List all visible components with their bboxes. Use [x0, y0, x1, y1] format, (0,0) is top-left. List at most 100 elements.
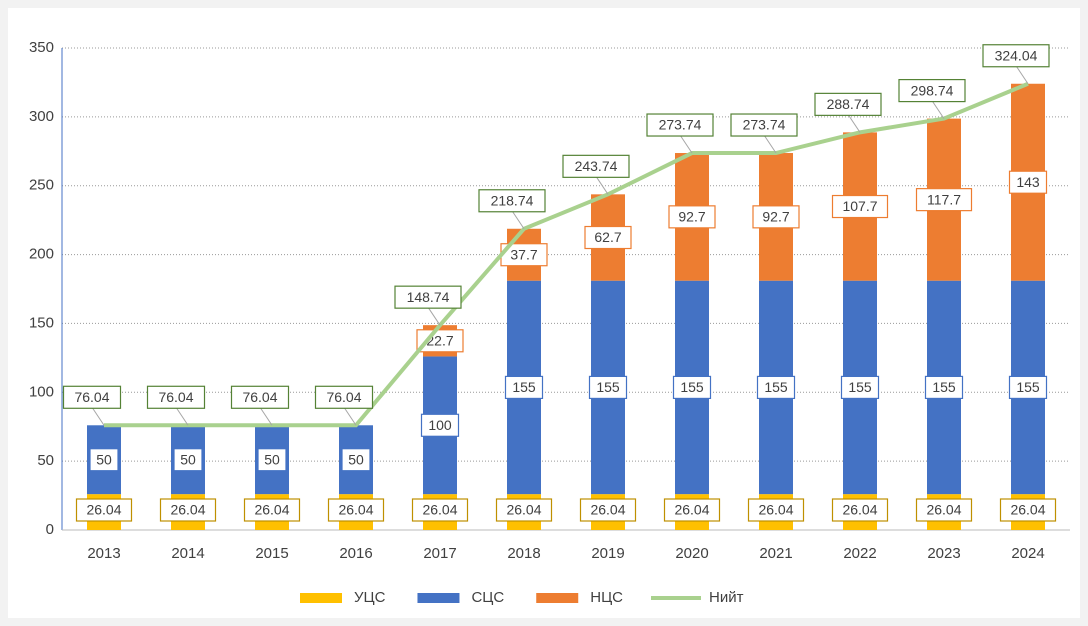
legend-label: УЦС [354, 589, 386, 606]
x-tick-label: 2020 [675, 545, 708, 562]
leader-line [427, 306, 441, 326]
x-tick-label: 2018 [507, 545, 540, 562]
leader-line [679, 134, 693, 154]
legend-swatch [300, 593, 342, 603]
data-label: 37.7 [510, 246, 537, 262]
y-tick-label: 0 [46, 521, 54, 538]
data-label-box [314, 385, 374, 409]
data-label-box [999, 498, 1057, 522]
data-label-box [584, 225, 632, 250]
legend-swatch [536, 593, 579, 603]
data-label: 76.04 [74, 389, 109, 405]
data-label: 26.04 [254, 502, 289, 518]
data-label: 26.04 [170, 502, 205, 518]
data-label-box [420, 413, 460, 437]
data-label: 26.04 [590, 502, 625, 518]
x-tick-label: 2024 [1011, 545, 1044, 562]
data-label-box [75, 498, 133, 522]
y-tick-label: 200 [29, 246, 54, 263]
data-label-box [230, 385, 290, 409]
data-label: 26.04 [842, 502, 877, 518]
data-label-box [915, 498, 973, 522]
data-label: 324.04 [995, 47, 1038, 63]
data-label-box [982, 44, 1050, 68]
data-label-box [341, 448, 371, 472]
y-tick-label: 100 [29, 383, 54, 400]
x-tick-label: 2016 [339, 545, 372, 562]
data-label-box [924, 375, 964, 400]
leader-line [847, 114, 861, 133]
y-tick-label: 50 [37, 452, 54, 469]
legend-label: НЦС [590, 589, 623, 606]
data-label: 298.74 [911, 82, 954, 98]
x-tick-label: 2019 [591, 545, 624, 562]
legend-label: СЦС [471, 589, 504, 606]
data-label-box [756, 375, 796, 400]
data-label: 26.04 [506, 502, 541, 518]
x-tick-label: 2022 [843, 545, 876, 562]
data-label: 76.04 [158, 389, 193, 405]
data-label-box [159, 498, 217, 522]
leader-line [1015, 65, 1029, 85]
leader-line [595, 176, 609, 195]
data-label-box [478, 189, 546, 213]
data-label-box [1008, 375, 1048, 400]
data-label-box [730, 113, 798, 137]
data-label: 155 [680, 379, 704, 395]
data-label: 26.04 [926, 502, 961, 518]
data-label-box [672, 375, 712, 400]
data-label: 26.04 [1010, 502, 1045, 518]
data-label: 273.74 [743, 117, 786, 133]
data-label-box [416, 329, 464, 353]
data-label: 243.74 [575, 158, 618, 174]
data-label-box [394, 285, 462, 309]
data-label: 26.04 [674, 502, 709, 518]
data-label-box [588, 375, 628, 400]
data-label: 155 [1016, 379, 1040, 395]
leader-line [259, 407, 273, 426]
data-label-box [257, 448, 287, 472]
y-tick-label: 300 [29, 108, 54, 125]
y-tick-label: 350 [29, 39, 54, 56]
x-tick-label: 2023 [927, 545, 960, 562]
data-label: 143 [1016, 174, 1040, 190]
data-label-box [814, 92, 882, 116]
data-label-box [173, 448, 203, 472]
data-label-box [562, 154, 630, 178]
data-label: 155 [512, 379, 536, 395]
data-label: 218.74 [491, 192, 534, 208]
data-label-box [668, 205, 716, 229]
data-label-box [62, 385, 122, 409]
data-label-box [831, 194, 889, 219]
y-tick-label: 250 [29, 177, 54, 194]
data-label: 22.7 [426, 332, 453, 348]
data-label: 107.7 [842, 198, 877, 214]
data-label: 155 [764, 379, 788, 395]
x-tick-label: 2017 [423, 545, 456, 562]
data-label: 26.04 [338, 502, 373, 518]
data-label-box [747, 498, 805, 522]
data-label: 92.7 [762, 209, 789, 225]
data-label-box [243, 498, 301, 522]
data-label: 50 [348, 451, 364, 467]
data-label-box [411, 498, 469, 522]
data-label: 148.74 [407, 289, 450, 305]
data-label: 92.7 [678, 209, 705, 225]
data-label-box [89, 448, 119, 472]
data-label-box [646, 113, 714, 137]
data-label-box [504, 375, 544, 400]
data-label-box [1008, 170, 1048, 194]
leader-line [175, 407, 189, 426]
data-label: 155 [932, 379, 956, 395]
leader-line [511, 210, 525, 230]
data-label: 100 [428, 417, 452, 433]
x-tick-label: 2021 [759, 545, 792, 562]
data-label: 155 [596, 379, 620, 395]
data-label-box [495, 498, 553, 522]
y-tick-label: 150 [29, 314, 54, 331]
data-label: 26.04 [758, 502, 793, 518]
x-tick-label: 2014 [171, 545, 204, 562]
data-label-box [752, 205, 800, 229]
data-label-box [898, 78, 966, 103]
